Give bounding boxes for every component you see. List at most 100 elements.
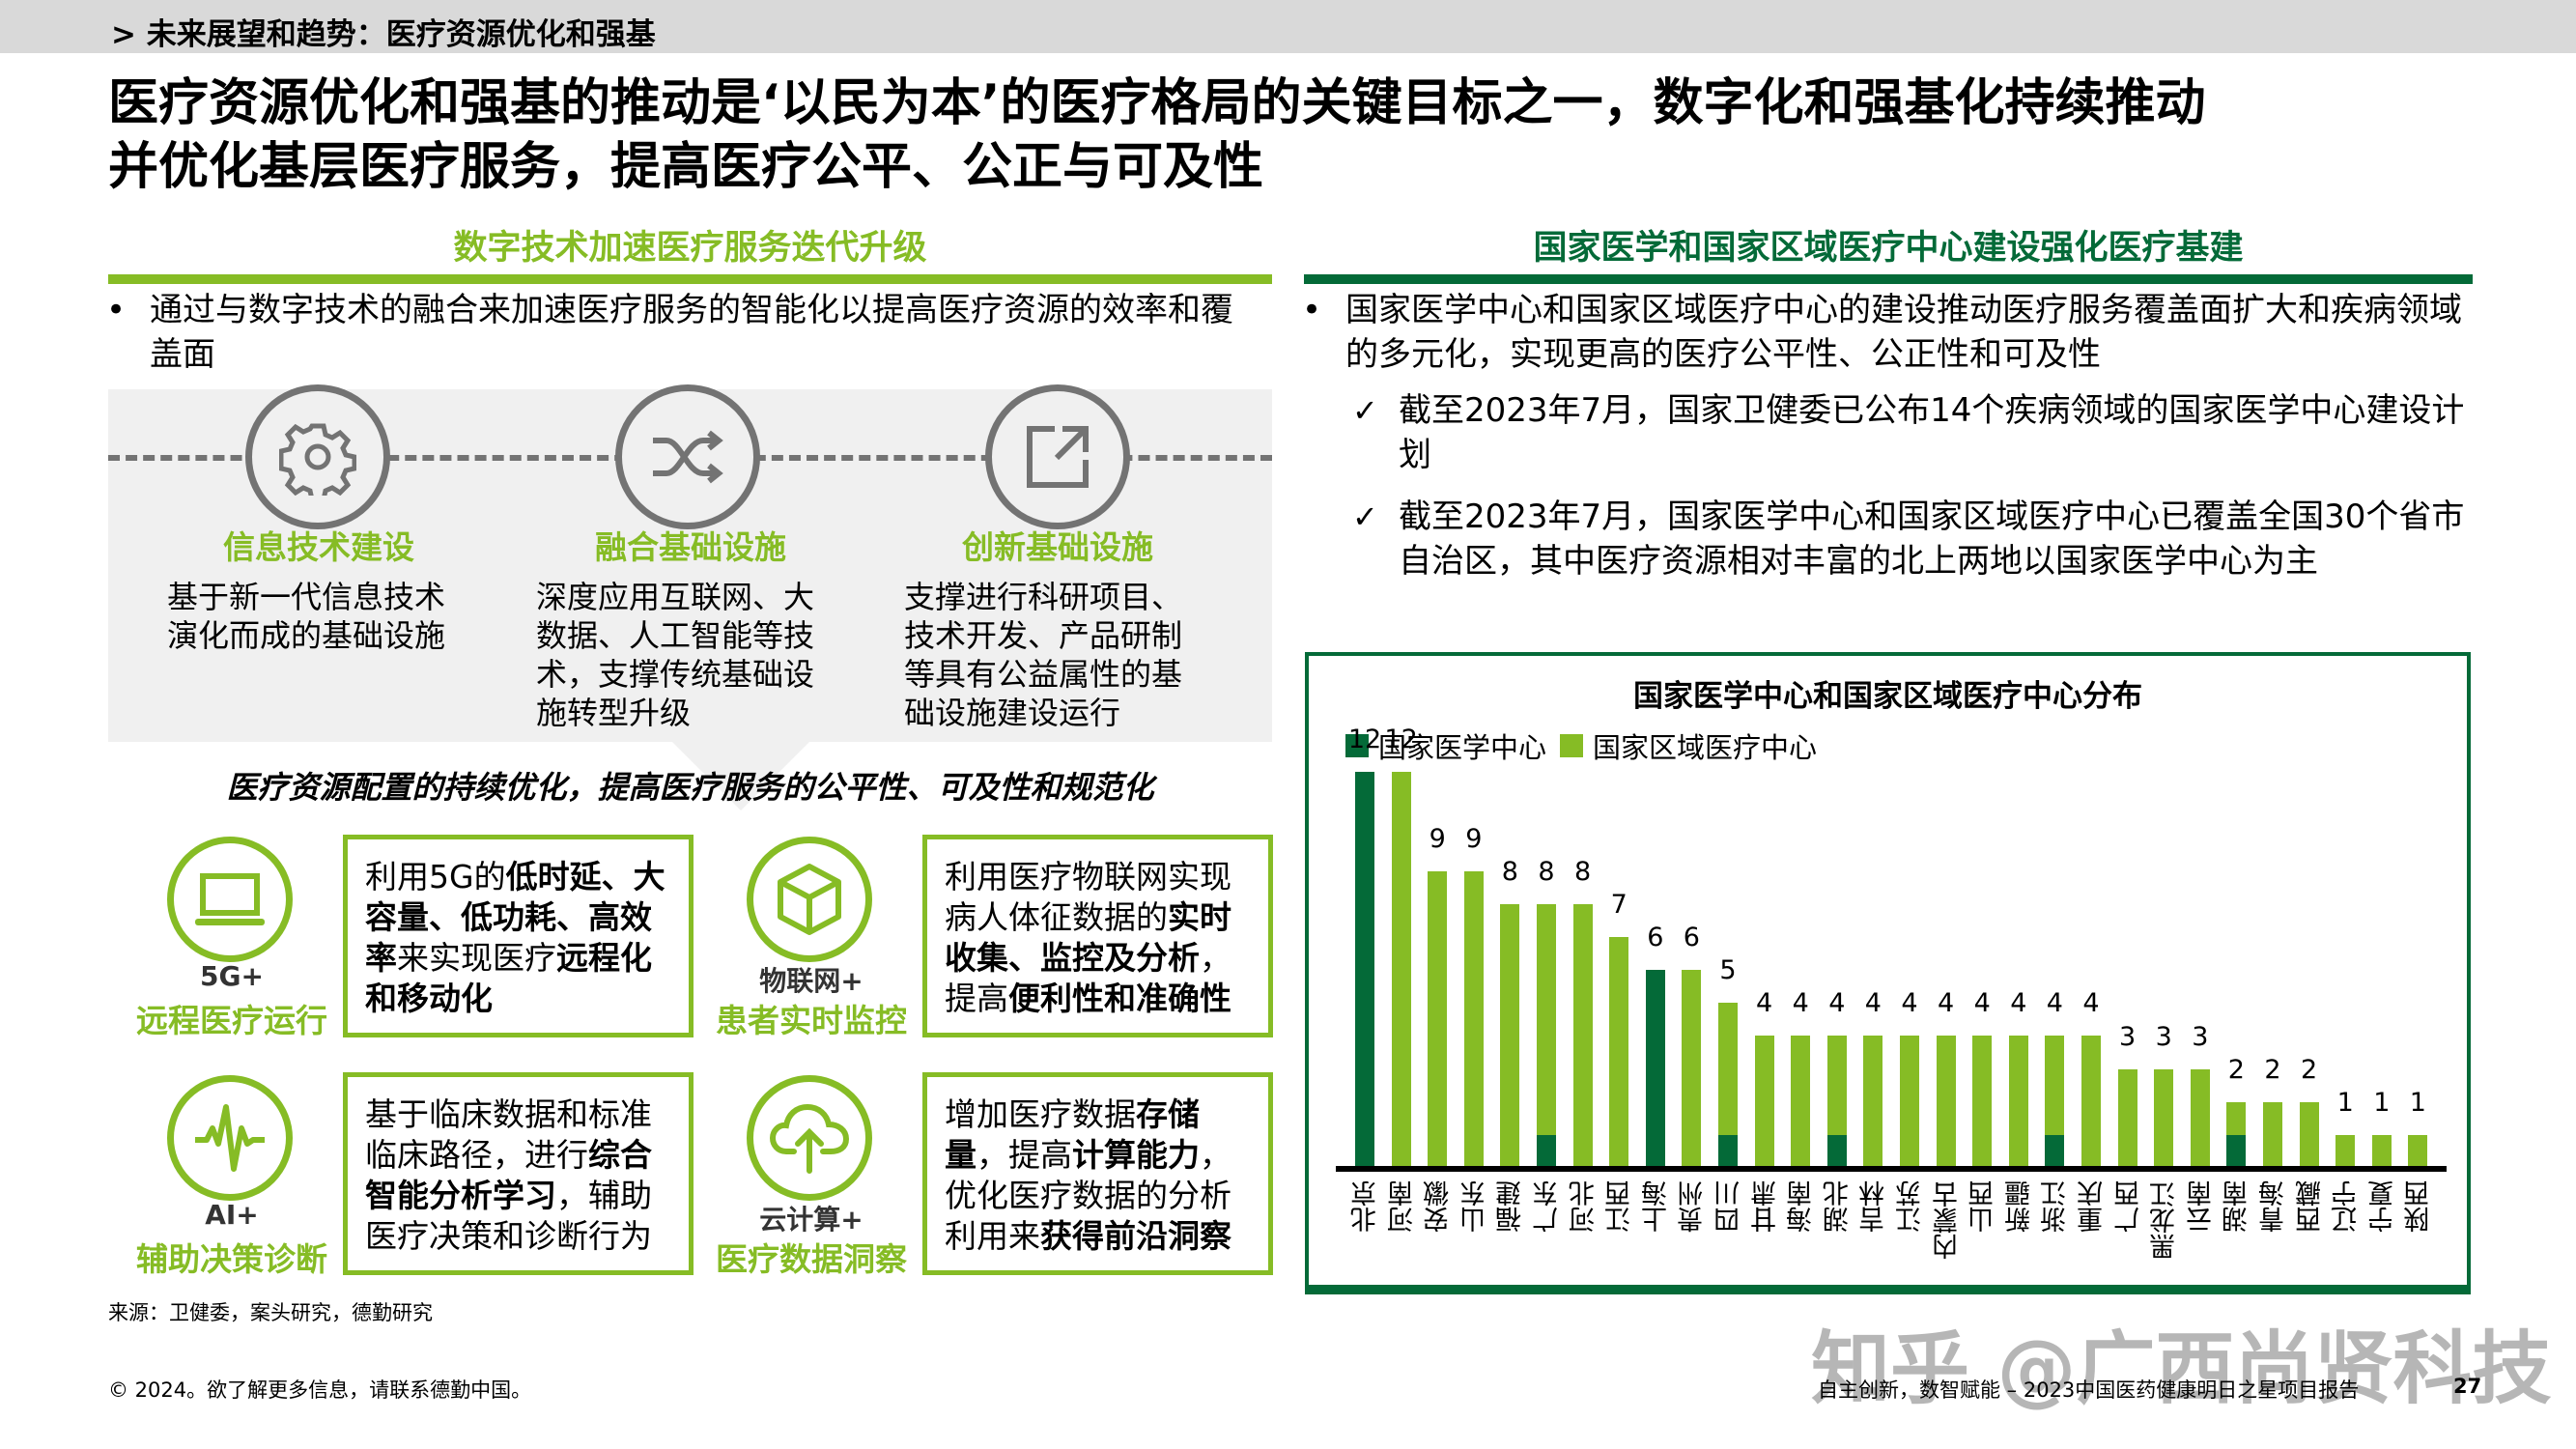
bar-value-label: 8 [1538,856,1555,887]
chart-title: 国家医学中心和国家区域医疗中心分布 [1633,679,2142,714]
card-text: ，优化医疗数据的分析利用来 [945,1136,1231,1255]
x-axis-label: 河南 [1387,1180,1418,1233]
bar-value-label: 4 [1901,988,1918,1019]
bar-value-label: 5 [1719,955,1737,986]
bar-value-label: 2 [2264,1054,2281,1085]
card-text: ，提高 [945,939,1231,1017]
card-text: 基于临床数据和标准临床路径，进行 [365,1095,652,1174]
bar-value-label: 3 [2119,1021,2137,1052]
x-axis-label: 黑龙江 [2150,1181,2181,1261]
bar-national [1645,970,1665,1168]
card-text-emphasis: 获得前沿洞察 [1040,1217,1231,1255]
x-axis-labels: 北京 河南 安徽 山东 福建 广东 河北 江西 上海 贵州 四川 甘肃 海南 湖北 吉林 江苏 内蒙古 山西 新疆浙… [1338,656,2449,1284]
bar-value-label: 4 [1864,988,1882,1019]
bar-plot-area: 12 12 9 9 8 8 8 7 6 6 5 4 4 4 4 4 4 4 4 4 4 3 3 3 2 2 2 1 1 1 [1338,724,2449,1168]
bar-national [1718,1134,1738,1168]
pillar-text: 支撑进行科研项目、技术开发、产品研制等具有公益属性的基础设施建设运行 [904,579,1183,731]
x-axis-label: 江苏 [1896,1180,1926,1233]
bar-value-label: 8 [1574,856,1592,887]
x-axis-label: 山东 [1459,1180,1490,1233]
check-item-text: 截至2023年7月，国家医学中心和国家区域医疗中心已覆盖全国30个省市自治区，其… [1399,497,2465,581]
x-axis-label: 浙江 [2041,1180,2072,1233]
x-axis-label: 辽宁 [2332,1180,2363,1233]
legend-label: 国家医学中心 [1378,731,1547,764]
check-icon: ✓ [1352,498,1378,535]
card-category: 远程医疗运行 [136,1002,327,1039]
shuffle-icon [615,384,760,529]
watermark: 知乎 @广西尚贤科技 [1811,1323,2552,1415]
bar-regional [1463,870,1484,1168]
x-axis-label: 山西 [1968,1180,1999,1233]
card-sub-label: 5G+ [200,960,264,992]
x-axis-label: 云南 [2186,1180,2217,1233]
bar-regional [2408,1134,2428,1168]
card-text: ，提高 [977,1136,1072,1174]
arrow-caption: 医疗资源配置的持续优化，提高医疗服务的公平性、可及性和规范化 [226,769,1154,806]
bar-value-label: 1 [2409,1087,2426,1118]
card-description: 基于临床数据和标准临床路径，进行综合智能分析学习，辅助医疗决策和诊断行为 [343,1072,694,1275]
bar-national [1826,1134,1847,1168]
bar-value-label: 3 [2192,1021,2209,1052]
left-section-heading: 数字技术加速医疗服务迭代升级 [453,229,927,268]
bar-value-label: 12 [1347,724,1382,754]
card-description: 利用医疗物联网实现病人体征数据的实时收集、监控及分析，提高便利性和准确性 [922,835,1273,1037]
bar-regional [1900,1036,1919,1168]
bar-value-label: 6 [1647,923,1664,952]
x-axis-label: 内蒙古 [1932,1181,1963,1261]
bar-national [2226,1134,2247,1168]
card-description: 增加医疗数据存储量，提高计算能力，优化医疗数据的分析利用来获得前沿洞察 [922,1072,1273,1275]
x-axis-label: 贵州 [1678,1180,1709,1233]
card-sub-label: 云计算+ [759,1204,863,1236]
page-number: 27 [2453,1375,2482,1398]
bar-value-label: 4 [1828,988,1846,1019]
x-axis-label: 北京 [1351,1180,1381,1233]
left-heading-rule [108,274,1272,284]
x-axis-label: 上海 [1641,1180,1672,1233]
card-text-emphasis: 存储量 [945,1095,1200,1174]
card-text-emphasis: 实时收集、监控及分析 [945,898,1231,977]
bar-regional [1391,772,1411,1168]
bar-regional [2154,1068,2174,1168]
bar-regional [2371,1134,2392,1168]
bar-regional [1500,903,1520,1168]
bar-value-label: 4 [2082,988,2100,1019]
card-sub-label: AI+ [205,1199,259,1231]
bar-regional [1972,1036,1993,1168]
bar-value-label: 6 [1683,923,1700,952]
legend-label: 国家区域医疗中心 [1593,731,1818,764]
bar-regional [2008,1036,2028,1168]
x-axis-label: 海南 [1787,1180,1818,1233]
panel-arrow-notch [671,741,810,810]
laptop-icon [167,837,293,962]
right-bullet: • 国家医学中心和国家区域医疗中心的建设推动医疗服务覆盖面扩大和疾病领域的多元化… [1302,288,2471,581]
x-axis-label: 河北 [1569,1180,1599,1233]
pillar-title: 融合基础设施 [595,528,786,566]
bar-regional [1826,1036,1847,1135]
bar-value-label: 4 [1973,988,1991,1019]
card-text: 增加医疗数据 [945,1095,1136,1133]
bar-regional [2045,1036,2065,1135]
right-heading-rule [1304,274,2473,284]
legend-swatch-regional [1560,734,1584,757]
x-axis-label: 四川 [1714,1180,1744,1233]
pillar-text: 基于新一代信息技术演化而成的基础设施 [167,579,446,654]
bar-national [2045,1134,2065,1168]
page-title: 医疗资源优化和强基的推动是‘以民为本’的医疗格局的关键目标之一，数字化和强基化持… [108,71,2523,199]
x-axis-line [1336,1166,2447,1172]
gear-icon [245,384,390,529]
bar-value-label: 4 [1792,988,1809,1019]
bar-value-label: 2 [2301,1054,2318,1085]
bar-value-label: 4 [1756,988,1773,1019]
chart-legend: 国家医学中心 国家区域医疗中心 [1345,725,1817,766]
x-axis-label: 广东 [1533,1180,1563,1233]
x-axis-label: 湖北 [1823,1180,1854,1233]
bar-value-label: 12 [1384,724,1418,754]
x-axis-label: 宁夏 [2367,1180,2398,1233]
card-text: ，辅助医疗决策和诊断行为 [365,1177,652,1255]
x-axis-label: 吉林 [1859,1180,1890,1233]
bar-value-label: 8 [1501,856,1518,887]
x-axis-label: 甘肃 [1750,1180,1781,1233]
bar-regional [1609,936,1629,1168]
bar-value-label: 1 [2336,1087,2354,1118]
